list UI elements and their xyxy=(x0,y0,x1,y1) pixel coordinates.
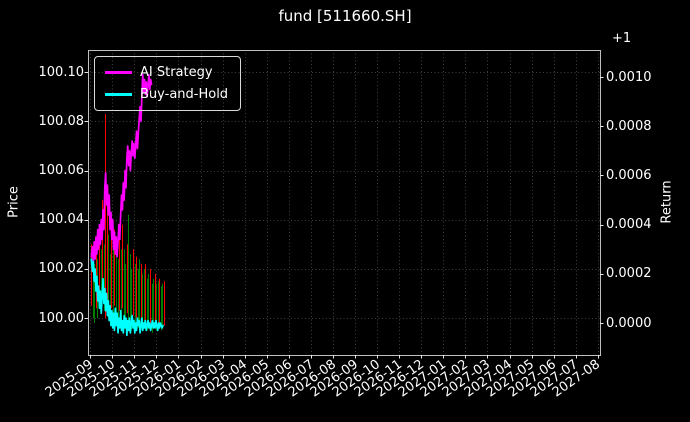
y-tick-label-left: 100.00 xyxy=(38,310,85,326)
y-tick-label-left: 100.10 xyxy=(38,64,85,80)
y-tick-label-left: 100.02 xyxy=(38,261,85,277)
legend-item-ai-strategy: AI Strategy xyxy=(105,65,228,80)
y-tick-label-left: 100.08 xyxy=(38,113,85,129)
ai-strategy-line-swatch xyxy=(105,71,132,74)
legend: AI Strategy Buy-and-Hold xyxy=(94,56,242,111)
y-tick-label-right: 0.0000 xyxy=(606,315,652,331)
buy-and-hold-line-swatch xyxy=(105,93,132,96)
chart-title: fund [511660.SH] xyxy=(278,7,412,25)
legend-label-buy-and-hold: Buy-and-Hold xyxy=(140,87,229,102)
y-tick-label-right: 0.0004 xyxy=(606,217,652,233)
legend-item-buy-and-hold: Buy-and-Hold xyxy=(105,87,228,102)
y-tick-label-right: 0.0006 xyxy=(606,167,652,183)
legend-label-ai-strategy: AI Strategy xyxy=(140,65,213,80)
y-tick-label-left: 100.06 xyxy=(38,163,85,179)
y-tick-label-right: 0.0002 xyxy=(606,266,652,282)
y-tick-label-right: 0.0010 xyxy=(606,69,652,85)
right-axis-offset-text: +1 xyxy=(612,31,632,46)
y-tick-label-right: 0.0008 xyxy=(606,118,652,134)
y-tick-label-left: 100.04 xyxy=(38,212,85,228)
